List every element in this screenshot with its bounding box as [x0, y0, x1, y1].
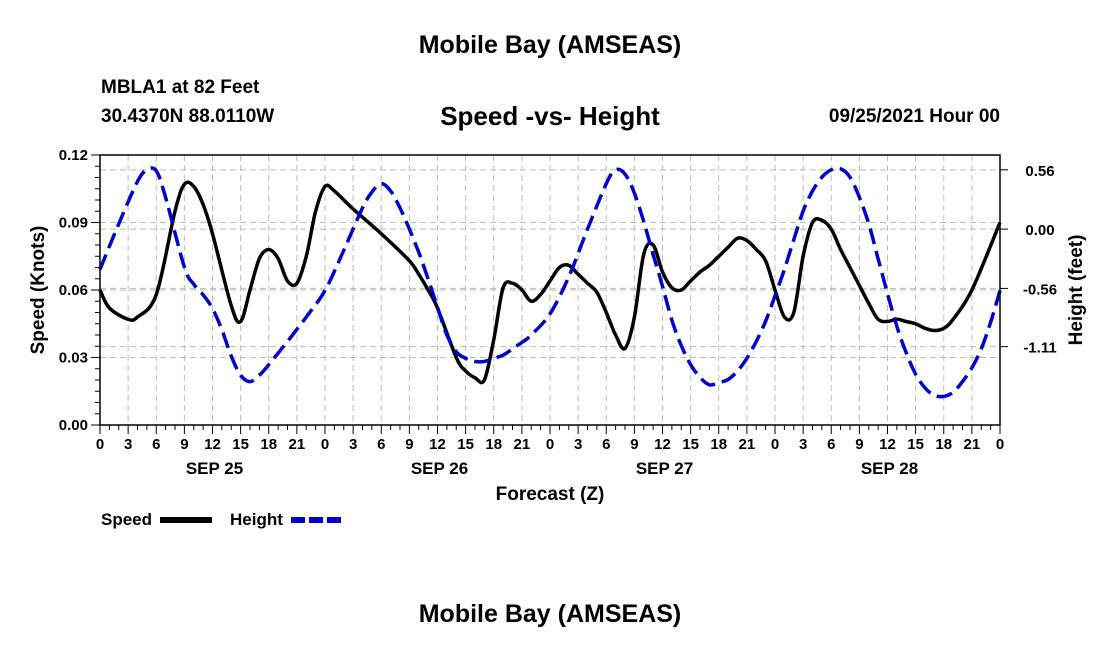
x-tick-label: 15	[457, 436, 474, 453]
x-day-label: SEP 25	[186, 459, 243, 478]
x-tick-label: 6	[377, 436, 385, 453]
y-tick-label: 0.00	[59, 417, 88, 434]
x-tick-label: 3	[349, 436, 357, 453]
axis-ticks: 0 3 6 9 12 15 18 21 0 3 6 9 12 15 18 21 0 3 6 9 12 15 18 21 0 3 6 9…	[59, 147, 1057, 478]
x-tick-label: 9	[630, 436, 638, 453]
x-tick-label: 21	[514, 436, 531, 453]
x-tick-label: 21	[739, 436, 756, 453]
x-axis-label: Forecast (Z)	[496, 484, 605, 505]
legend-height-label: Height	[230, 510, 283, 529]
legend-speed-label: Speed	[101, 510, 152, 529]
x-tick-label: 21	[964, 436, 981, 453]
x-tick-label: 0	[996, 436, 1004, 453]
x-tick-label: 12	[879, 436, 896, 453]
x-tick-label: 0	[321, 436, 329, 453]
chart-title: Speed -vs- Height	[440, 101, 660, 131]
height-series-line	[98, 166, 1002, 399]
x-tick-label: 15	[907, 436, 924, 453]
y-tick-label: 0.03	[59, 350, 88, 367]
station-label: MBLA1 at 82 Feet	[101, 77, 260, 98]
top-title: Mobile Bay (AMSEAS)	[418, 31, 682, 59]
x-tick-label: 12	[654, 436, 671, 453]
x-tick-label: 6	[152, 436, 160, 453]
x-day-label: SEP 26	[411, 459, 468, 478]
x-tick-label: 18	[935, 436, 952, 453]
bottom-title: Mobile Bay (AMSEAS)	[418, 600, 682, 628]
legend: Speed Height	[101, 510, 343, 529]
x-day-label: SEP 27	[636, 459, 693, 478]
x-tick-label: 21	[289, 436, 306, 453]
x-tick-label: 3	[124, 436, 132, 453]
x-day-label: SEP 28	[861, 459, 918, 478]
x-tick-label: 3	[799, 436, 807, 453]
y-tick-label: 0.09	[59, 215, 88, 232]
y-axis-label: Speed (Knots)	[28, 226, 49, 355]
x-tick-label: 0	[771, 436, 779, 453]
x-tick-label: 6	[602, 436, 610, 453]
station-coordinates: 30.4370N 88.0110W	[101, 106, 275, 127]
x-tick-label: 6	[827, 436, 835, 453]
x-tick-label: 18	[710, 436, 727, 453]
forecast-datetime: 09/25/2021 Hour 00	[828, 106, 1000, 127]
x-tick-label: 0	[546, 436, 554, 453]
x-tick-label: 12	[204, 436, 221, 453]
grid-lines	[100, 154, 1000, 426]
y2-tick-label: 0.00	[1025, 222, 1054, 239]
x-tick-label: 15	[232, 436, 249, 453]
y2-axis-label: Height (feet)	[1066, 235, 1087, 346]
x-tick-label: 18	[485, 436, 502, 453]
y2-tick-label: 0.56	[1025, 163, 1054, 180]
x-tick-label: 0	[96, 436, 104, 453]
x-tick-label: 3	[574, 436, 582, 453]
speed-series-line	[98, 180, 1002, 385]
x-tick-label: 9	[855, 436, 863, 453]
x-tick-label: 15	[682, 436, 699, 453]
x-tick-label: 12	[429, 436, 446, 453]
y-tick-label: 0.12	[59, 147, 88, 164]
y-tick-label: 0.06	[59, 282, 88, 299]
y2-tick-label: -1.11	[1023, 340, 1056, 357]
x-tick-label: 9	[180, 436, 188, 453]
y2-tick-label: -0.56	[1023, 281, 1057, 298]
x-tick-label: 9	[405, 436, 413, 453]
x-tick-label: 18	[260, 436, 277, 453]
